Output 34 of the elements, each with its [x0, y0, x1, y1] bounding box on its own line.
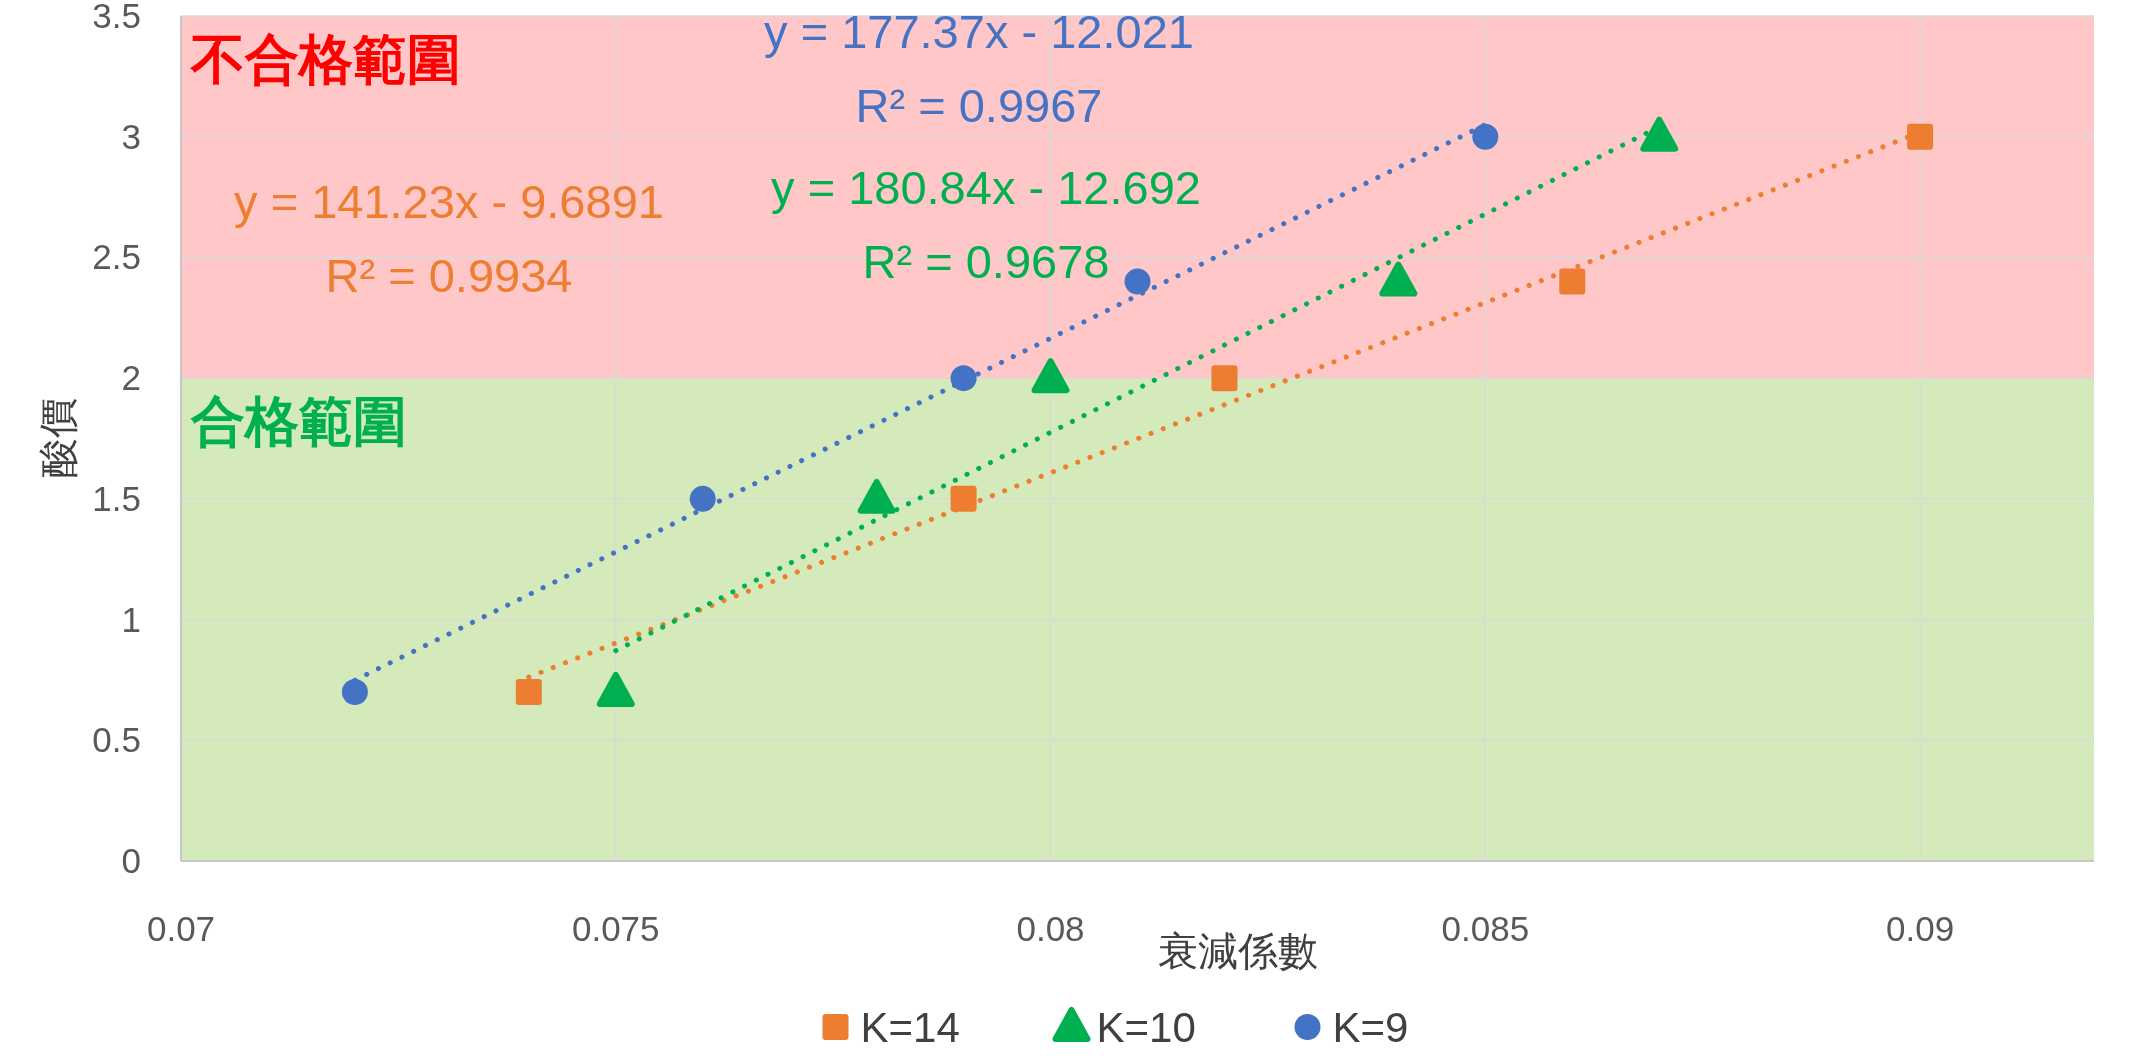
point [1211, 365, 1238, 392]
y-tick-label: 1.5 [92, 478, 141, 518]
annotation: y = 177.37x - 12.021 R² = 0.9967 [764, 5, 1194, 132]
point [1031, 358, 1070, 394]
point [1124, 268, 1151, 295]
point [1472, 123, 1499, 150]
y-tick-label: 2.5 [92, 237, 141, 277]
band-label: 合格範圍 [190, 389, 407, 454]
legend-label: K=10 [1096, 1004, 1196, 1051]
annotation: y = 141.23x - 9.6891 R² = 0.9934 [234, 175, 664, 302]
x-tick-label: 0.08 [1016, 909, 1085, 948]
y-tick-label: 0.5 [92, 720, 141, 760]
y-tick-label: 0 [121, 841, 141, 880]
point [1559, 268, 1586, 295]
x-tick-label: 0.09 [1886, 909, 1955, 948]
legend-label: K=14 [860, 1004, 960, 1051]
annotation: y = 180.84x - 12.692 R² = 0.9678 [771, 161, 1201, 288]
point [950, 365, 977, 392]
x-tick-label: 0.085 [1441, 909, 1530, 948]
point [515, 679, 542, 705]
point [341, 679, 368, 705]
y-tick-label: 3 [121, 116, 141, 156]
x-tick-label: 0.07 [146, 909, 216, 948]
point [1907, 123, 1934, 150]
y-tick-label: 3.5 [92, 0, 141, 35]
point [689, 485, 716, 512]
x-axis-title: 衰減係數 [1158, 928, 1318, 974]
y-axis-title: 酸價 [35, 398, 81, 478]
y-tick-label: 2 [121, 358, 141, 398]
band-label: 不合格範圍 [189, 27, 461, 91]
x-tick-label: 0.075 [571, 909, 660, 948]
point [950, 485, 977, 512]
legend-label: K=9 [1332, 1004, 1409, 1051]
y-tick-label: 1 [121, 599, 141, 639]
